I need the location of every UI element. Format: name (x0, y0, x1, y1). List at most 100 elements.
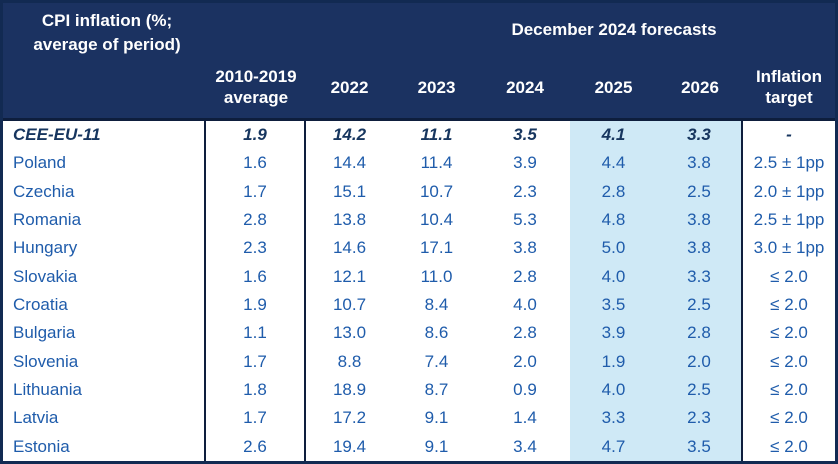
value-cell-forecast: 4.0 (570, 262, 657, 291)
value-cell: 17.1 (419, 238, 454, 258)
table-row: CEE-EU-11 1.9 14.2 11.1 3.5 4.1 3.3 - (3, 121, 835, 150)
table-row: Hungary 2.3 14.6 17.1 3.8 5.0 3.8 3.0 ± 1pp (3, 234, 835, 263)
value-cell-forecast: 2.0 (657, 347, 743, 376)
value-cell: 10.7 (419, 181, 454, 201)
value-cell-forecast: 2.8 (570, 177, 657, 206)
table-title-line1: CPI inflation (%; (41, 11, 173, 30)
value-cell: 1.4 (513, 408, 537, 428)
value-cell-forecast: 4.1 (570, 121, 657, 150)
value-cell-forecast: 2.5 (657, 376, 743, 405)
value-cell: 11.1 (420, 125, 453, 145)
value-cell: 8.4 (424, 295, 449, 315)
value-cell-average: 2.6 (206, 432, 306, 461)
table-row: Estonia 2.6 19.4 9.1 3.4 4.7 3.5 ≤ 2.0 (3, 432, 835, 461)
value-cell: 19.4 (332, 436, 367, 456)
table-title-line2: average of period) (33, 35, 181, 54)
value-cell-forecast: 4.4 (570, 149, 657, 178)
column-header-target-line2: target (765, 88, 813, 107)
table-title: CPI inflation (%; average of period) (3, 9, 211, 57)
value-cell: 9.1 (424, 408, 449, 428)
target-cell: 2.5 ± 1pp (753, 153, 825, 173)
value-cell: 13.0 (332, 323, 367, 343)
value-cell: 15.1 (332, 181, 367, 201)
value-cell: 2.0 (513, 351, 537, 371)
value-cell-forecast: 3.8 (657, 206, 743, 235)
table-row: Romania 2.8 13.8 10.4 5.3 4.8 3.8 2.5 ± 1pp (3, 206, 835, 235)
value-cell-forecast: 2.5 (657, 177, 743, 206)
table-row: Lithuania 1.8 18.9 8.7 0.9 4.0 2.5 ≤ 2.0 (3, 376, 835, 405)
country-cell: Hungary (3, 234, 206, 263)
column-header-inflation-target: Inflation target (743, 66, 835, 108)
target-cell: 2.0 ± 1pp (753, 181, 825, 201)
value-cell-forecast: 3.8 (657, 234, 743, 263)
value-cell: 3.5 (513, 125, 537, 145)
value-cell: 11.4 (420, 153, 453, 173)
value-cell-forecast: 3.9 (570, 319, 657, 348)
column-header-2025: 2025 (594, 77, 633, 97)
target-cell: 2.5 ± 1pp (753, 210, 825, 230)
value-cell-forecast: 2.5 (657, 291, 743, 320)
country-cell: CEE-EU-11 (3, 121, 206, 150)
value-cell-average: 1.7 (206, 347, 306, 376)
column-header-row: 2010-2019 average 2022 2023 2024 2025 20… (3, 56, 835, 118)
column-header-target-line1: Inflation (755, 67, 823, 86)
value-cell-forecast: 4.7 (570, 432, 657, 461)
country-cell: Slovakia (3, 262, 206, 291)
value-cell: 3.9 (513, 153, 537, 173)
value-cell-forecast: 3.8 (657, 149, 743, 178)
value-cell-forecast: 5.0 (570, 234, 657, 263)
value-cell: 18.9 (332, 380, 367, 400)
target-cell: ≤ 2.0 (770, 323, 808, 343)
value-cell-average: 1.9 (206, 121, 306, 150)
value-cell: 9.1 (424, 436, 449, 456)
column-header-average: 2010-2019 average (206, 66, 306, 108)
column-header-2022: 2022 (330, 77, 369, 97)
value-cell: 2.8 (513, 323, 537, 343)
value-cell: 8.6 (424, 323, 449, 343)
table-row: Bulgaria 1.1 13.0 8.6 2.8 3.9 2.8 ≤ 2.0 (3, 319, 835, 348)
value-cell: 3.4 (513, 436, 537, 456)
target-cell: ≤ 2.0 (770, 436, 808, 456)
target-cell: ≤ 2.0 (770, 380, 808, 400)
value-cell-forecast: 2.8 (657, 319, 743, 348)
value-cell: 8.8 (337, 351, 362, 371)
target-cell: ≤ 2.0 (770, 295, 808, 315)
value-cell: 10.7 (332, 295, 367, 315)
value-cell-forecast: 3.3 (657, 121, 743, 150)
value-cell: 14.2 (332, 125, 367, 145)
value-cell-forecast: 3.5 (570, 291, 657, 320)
value-cell-average: 1.1 (206, 319, 306, 348)
country-cell: Croatia (3, 291, 206, 320)
target-cell: ≤ 2.0 (770, 266, 808, 286)
value-cell: 2.8 (513, 266, 537, 286)
target-cell: ≤ 2.0 (770, 351, 808, 371)
column-header-average-line2: average (223, 88, 289, 107)
country-cell: Bulgaria (3, 319, 206, 348)
value-cell-average: 1.9 (206, 291, 306, 320)
country-cell: Czechia (3, 177, 206, 206)
target-cell: ≤ 2.0 (770, 408, 808, 428)
forecast-group-header: December 2024 forecasts (511, 20, 717, 39)
value-cell: 3.8 (513, 238, 537, 258)
table-body: CEE-EU-11 1.9 14.2 11.1 3.5 4.1 3.3- Poland 1.6 1… (3, 121, 835, 461)
value-cell: 14.6 (332, 238, 367, 258)
country-cell: Estonia (3, 432, 206, 461)
value-cell-forecast: 4.8 (570, 206, 657, 235)
value-cell: 17.2 (332, 408, 367, 428)
value-cell-forecast: 2.3 (657, 404, 743, 433)
value-cell-forecast: 1.9 (570, 347, 657, 376)
target-cell: 3.0 ± 1pp (753, 238, 825, 258)
value-cell: 0.9 (513, 380, 537, 400)
value-cell-average: 1.6 (206, 149, 306, 178)
country-cell: Romania (3, 206, 206, 235)
value-cell: 2.3 (513, 181, 537, 201)
target-cell: - (786, 125, 792, 145)
table-row: Latvia 1.7 17.2 9.1 1.4 3.3 2.3 ≤ 2.0 (3, 404, 835, 433)
value-cell-average: 1.7 (206, 177, 306, 206)
value-cell-average: 2.8 (206, 206, 306, 235)
table-row: Slovenia 1.7 8.8 7.4 2.0 1.9 2.0 ≤ 2.0 (3, 347, 835, 376)
value-cell-forecast: 3.3 (570, 404, 657, 433)
value-cell: 8.7 (424, 380, 449, 400)
value-cell-average: 1.8 (206, 376, 306, 405)
